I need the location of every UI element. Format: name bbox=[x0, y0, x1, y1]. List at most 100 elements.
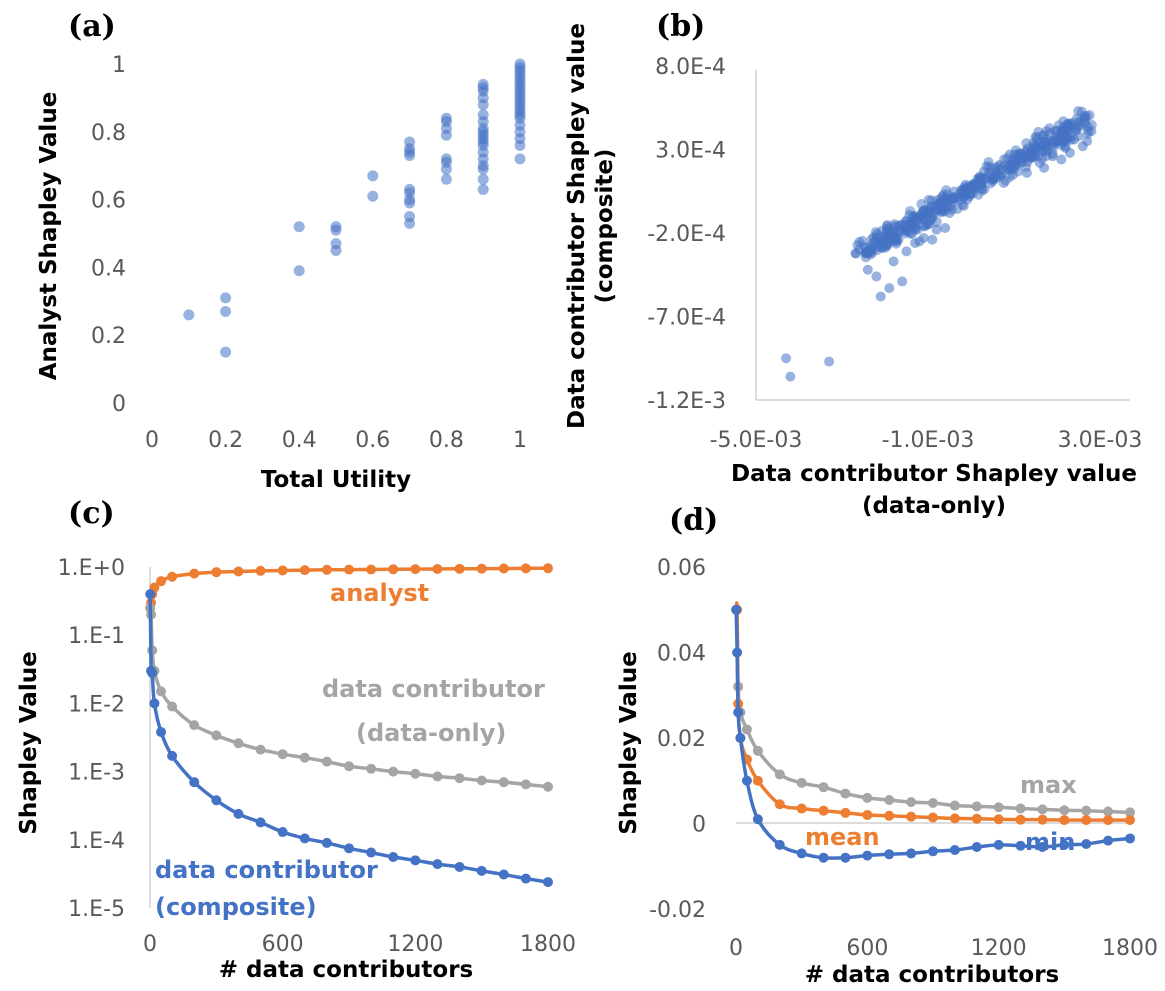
scatter-point-b bbox=[872, 229, 883, 240]
x-tick-label-a: 1 bbox=[513, 428, 527, 453]
scatter-point-b bbox=[897, 276, 908, 287]
scatter-point-a bbox=[330, 238, 342, 250]
scatter-point-a bbox=[514, 58, 526, 70]
y-tick-label-b: 3.0E-4 bbox=[655, 139, 726, 164]
y-tick-label-d: -0.02 bbox=[649, 898, 706, 923]
panel-c: (c) Shapley Value # data contributors 0 6… bbox=[16, 496, 576, 983]
panel-label-a: (a) bbox=[68, 9, 116, 44]
scatter-point-a bbox=[293, 221, 305, 233]
scatter-point-b bbox=[857, 235, 868, 246]
series-point-d-1 bbox=[993, 814, 1004, 825]
series-point-c-2 bbox=[543, 877, 553, 888]
series-point-d-2 bbox=[774, 839, 785, 850]
series-point-c-2 bbox=[233, 808, 244, 819]
y-tick-label-d: 0 bbox=[692, 813, 706, 838]
series-point-d-0 bbox=[1015, 803, 1026, 814]
series-point-d-2 bbox=[732, 647, 743, 658]
series-point-d-0 bbox=[928, 797, 938, 808]
series-point-c-0 bbox=[255, 565, 266, 576]
series-point-d-0 bbox=[971, 801, 982, 812]
series-point-d-2 bbox=[993, 839, 1004, 850]
series-point-c-1 bbox=[277, 749, 288, 760]
series-point-d-0 bbox=[1103, 806, 1114, 817]
x-axis-label-b-line1: Data contributor Shapley value bbox=[731, 461, 1137, 487]
series-point-d-2 bbox=[735, 733, 746, 743]
series-point-d-1 bbox=[1037, 814, 1048, 825]
series-point-c-2 bbox=[344, 843, 354, 854]
scatter-point-b bbox=[1037, 130, 1048, 141]
scatter-point-b bbox=[901, 246, 912, 257]
series-point-c-0 bbox=[454, 563, 465, 574]
x-tick-label-a: 0 bbox=[145, 428, 159, 453]
scatter-point-a bbox=[404, 183, 416, 195]
series-point-d-2 bbox=[949, 845, 960, 856]
scatter-point-b bbox=[860, 248, 871, 259]
scatter-point-b bbox=[998, 178, 1009, 189]
series-point-c-1 bbox=[454, 773, 465, 784]
series-point-c-2 bbox=[145, 589, 156, 600]
scatter-point-a bbox=[477, 78, 489, 90]
scatter-point-b bbox=[937, 196, 948, 207]
series-point-c-2 bbox=[432, 859, 443, 870]
panel-label-c: (c) bbox=[68, 496, 115, 531]
scatter-point-b bbox=[967, 183, 978, 194]
y-axis-label-d: Shapley Value bbox=[616, 651, 642, 834]
scatter-point-b bbox=[1064, 147, 1075, 158]
series-point-d-1 bbox=[1103, 815, 1114, 826]
scatter-point-a bbox=[440, 112, 452, 124]
x-tick-label-d: 1200 bbox=[971, 936, 1027, 961]
y-tick-label-a: 0.6 bbox=[91, 189, 126, 214]
scatter-point-b bbox=[1080, 117, 1091, 128]
panel-b: (b) Data contributor Shapley value (comp… bbox=[564, 9, 1142, 519]
scatter-point-b bbox=[952, 203, 963, 214]
scatter-point-b bbox=[1054, 135, 1065, 146]
scatter-point-b bbox=[850, 248, 861, 259]
scatter-point-a bbox=[440, 153, 452, 165]
y-tick-label-a: 0.4 bbox=[91, 256, 126, 281]
scatter-point-a bbox=[477, 183, 489, 195]
series-point-c-1 bbox=[211, 730, 222, 741]
series-point-d-0 bbox=[1081, 805, 1092, 816]
scatter-point-a bbox=[293, 265, 305, 277]
scatter-point-a bbox=[367, 190, 379, 202]
series-point-c-0 bbox=[344, 564, 354, 575]
series-point-d-0 bbox=[818, 782, 829, 793]
scatter-point-b bbox=[983, 169, 994, 180]
series-point-c-0 bbox=[189, 568, 200, 579]
scatter-point-b bbox=[927, 234, 938, 245]
scatter-point-b bbox=[1086, 126, 1097, 137]
y-tick-label-d: 0.06 bbox=[657, 556, 706, 581]
y-tick-label-a: 1 bbox=[112, 53, 126, 78]
y-tick-label-a: 0.2 bbox=[91, 324, 126, 349]
series-point-d-2 bbox=[1015, 840, 1026, 851]
scatter-point-b bbox=[1021, 167, 1032, 178]
series-point-c-2 bbox=[299, 833, 310, 844]
y-tick-label-c: 1.E+0 bbox=[58, 556, 125, 581]
series-point-d-0 bbox=[774, 769, 785, 780]
series-point-d-1 bbox=[884, 810, 895, 821]
y-tick-label-a: 0.8 bbox=[91, 121, 126, 146]
scatter-point-b bbox=[927, 201, 938, 212]
y-tick-label-b: -7.0E-4 bbox=[647, 306, 726, 331]
scatter-point-b bbox=[904, 220, 915, 231]
scatter-point-b bbox=[1082, 136, 1093, 147]
series-point-d-2 bbox=[731, 604, 742, 615]
series-point-c-2 bbox=[410, 855, 421, 866]
scatter-point-b bbox=[1003, 163, 1014, 174]
scatter-point-a bbox=[220, 305, 232, 317]
x-tick-label-c: 0 bbox=[143, 932, 157, 957]
x-axis-label-a: Total Utility bbox=[261, 467, 411, 493]
annotation-min: min bbox=[1025, 828, 1075, 856]
series-point-d-1 bbox=[774, 799, 785, 810]
series-point-d-0 bbox=[906, 797, 917, 808]
scatter-point-b bbox=[888, 256, 899, 267]
x-tick-label-c: 1200 bbox=[387, 932, 443, 957]
panel-d: (d) Shapley Value # data contributors 0 6… bbox=[616, 503, 1158, 988]
series-point-c-1 bbox=[366, 763, 377, 774]
x-tick-label-c: 600 bbox=[262, 932, 304, 957]
series-point-d-1 bbox=[862, 809, 873, 820]
series-point-d-2 bbox=[906, 848, 917, 859]
y-tick-label-c: 1.E-2 bbox=[68, 692, 125, 717]
scatter-point-b bbox=[906, 228, 917, 239]
series-point-c-0 bbox=[156, 576, 167, 587]
